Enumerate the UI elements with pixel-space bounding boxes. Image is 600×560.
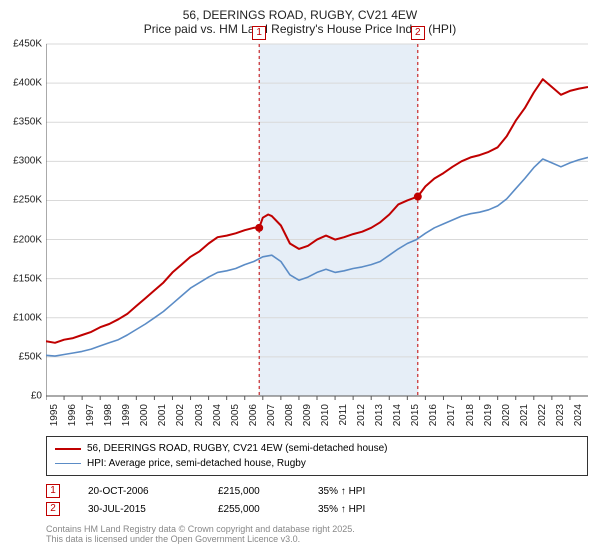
sale-date: 30-JUL-2015 — [88, 504, 218, 515]
x-tick-label: 2022 — [537, 404, 548, 426]
x-tick-label: 2006 — [248, 404, 259, 426]
x-tick-label: 2015 — [410, 404, 421, 426]
sale-price: £215,000 — [218, 486, 318, 497]
chart-title: 56, DEERINGS ROAD, RUGBY, CV21 4EW Price… — [0, 0, 600, 40]
x-tick-label: 2016 — [428, 404, 439, 426]
line-chart-svg — [46, 40, 588, 400]
x-tick-label: 2013 — [374, 404, 385, 426]
sale-price: £255,000 — [218, 504, 318, 515]
x-tick-label: 2023 — [555, 404, 566, 426]
x-tick-label: 2024 — [573, 404, 584, 426]
x-tick-label: 2014 — [392, 404, 403, 426]
x-tick-label: 2011 — [338, 404, 349, 426]
y-tick-label: £150K — [0, 273, 42, 284]
x-tick-label: 1998 — [103, 404, 114, 426]
legend-swatch — [55, 448, 81, 450]
y-tick-label: £450K — [0, 39, 42, 50]
y-tick-label: £300K — [0, 156, 42, 167]
sale-pct: 35% ↑ HPI — [318, 504, 418, 515]
x-tick-label: 2007 — [266, 404, 277, 426]
legend-swatch — [55, 463, 81, 464]
y-tick-label: £350K — [0, 117, 42, 128]
x-tick-label: 2021 — [519, 404, 530, 426]
x-tick-label: 2008 — [284, 404, 295, 426]
x-tick-label: 2019 — [483, 404, 494, 426]
legend-item: 56, DEERINGS ROAD, RUGBY, CV21 4EW (semi… — [55, 441, 579, 456]
sale-date: 20-OCT-2006 — [88, 486, 218, 497]
x-tick-label: 2002 — [175, 404, 186, 426]
sales-row: 1 20-OCT-2006£215,00035% ↑ HPI — [46, 482, 588, 500]
y-tick-label: £0 — [0, 391, 42, 402]
x-tick-label: 2000 — [139, 404, 150, 426]
x-tick-label: 1999 — [121, 404, 132, 426]
footer-line: This data is licensed under the Open Gov… — [46, 534, 588, 544]
x-tick-label: 2020 — [501, 404, 512, 426]
legend-label: HPI: Average price, semi-detached house,… — [87, 456, 306, 471]
y-tick-label: £250K — [0, 195, 42, 206]
sale-pct: 35% ↑ HPI — [318, 486, 418, 497]
x-tick-label: 2004 — [212, 404, 223, 426]
chart-container: 56, DEERINGS ROAD, RUGBY, CV21 4EW Price… — [0, 0, 600, 544]
legend: 56, DEERINGS ROAD, RUGBY, CV21 4EW (semi… — [46, 436, 588, 476]
x-tick-label: 2012 — [356, 404, 367, 426]
x-tick-label: 2017 — [446, 404, 457, 426]
footer-note: Contains HM Land Registry data © Crown c… — [46, 524, 588, 544]
sale-marker-icon: 1 — [46, 484, 60, 498]
y-tick-label: £400K — [0, 78, 42, 89]
sale-marker-label: 2 — [411, 26, 425, 40]
x-tick-label: 1995 — [49, 404, 60, 426]
y-tick-label: £100K — [0, 312, 42, 323]
footer-line: Contains HM Land Registry data © Crown c… — [46, 524, 588, 534]
x-tick-label: 2009 — [302, 404, 313, 426]
x-tick-label: 2018 — [465, 404, 476, 426]
x-tick-label: 2003 — [194, 404, 205, 426]
x-tick-label: 1997 — [85, 404, 96, 426]
sales-table: 1 20-OCT-2006£215,00035% ↑ HPI 2 30-JUL-201… — [46, 482, 588, 518]
x-tick-label: 1996 — [67, 404, 78, 426]
plot-area: £0£50K£100K£150K£200K£250K£300K£350K£400… — [46, 40, 588, 400]
title-subtitle: Price paid vs. HM Land Registry's House … — [0, 22, 600, 36]
y-tick-label: £50K — [0, 351, 42, 362]
sales-row: 2 30-JUL-2015£255,00035% ↑ HPI — [46, 500, 588, 518]
x-tick-label: 2005 — [230, 404, 241, 426]
legend-label: 56, DEERINGS ROAD, RUGBY, CV21 4EW (semi… — [87, 441, 387, 456]
x-tick-label: 2010 — [320, 404, 331, 426]
legend-item: HPI: Average price, semi-detached house,… — [55, 456, 579, 471]
x-tick-label: 2001 — [157, 404, 168, 426]
y-tick-label: £200K — [0, 234, 42, 245]
sale-marker-label: 1 — [252, 26, 266, 40]
sale-marker-icon: 2 — [46, 502, 60, 516]
title-address: 56, DEERINGS ROAD, RUGBY, CV21 4EW — [0, 8, 600, 22]
